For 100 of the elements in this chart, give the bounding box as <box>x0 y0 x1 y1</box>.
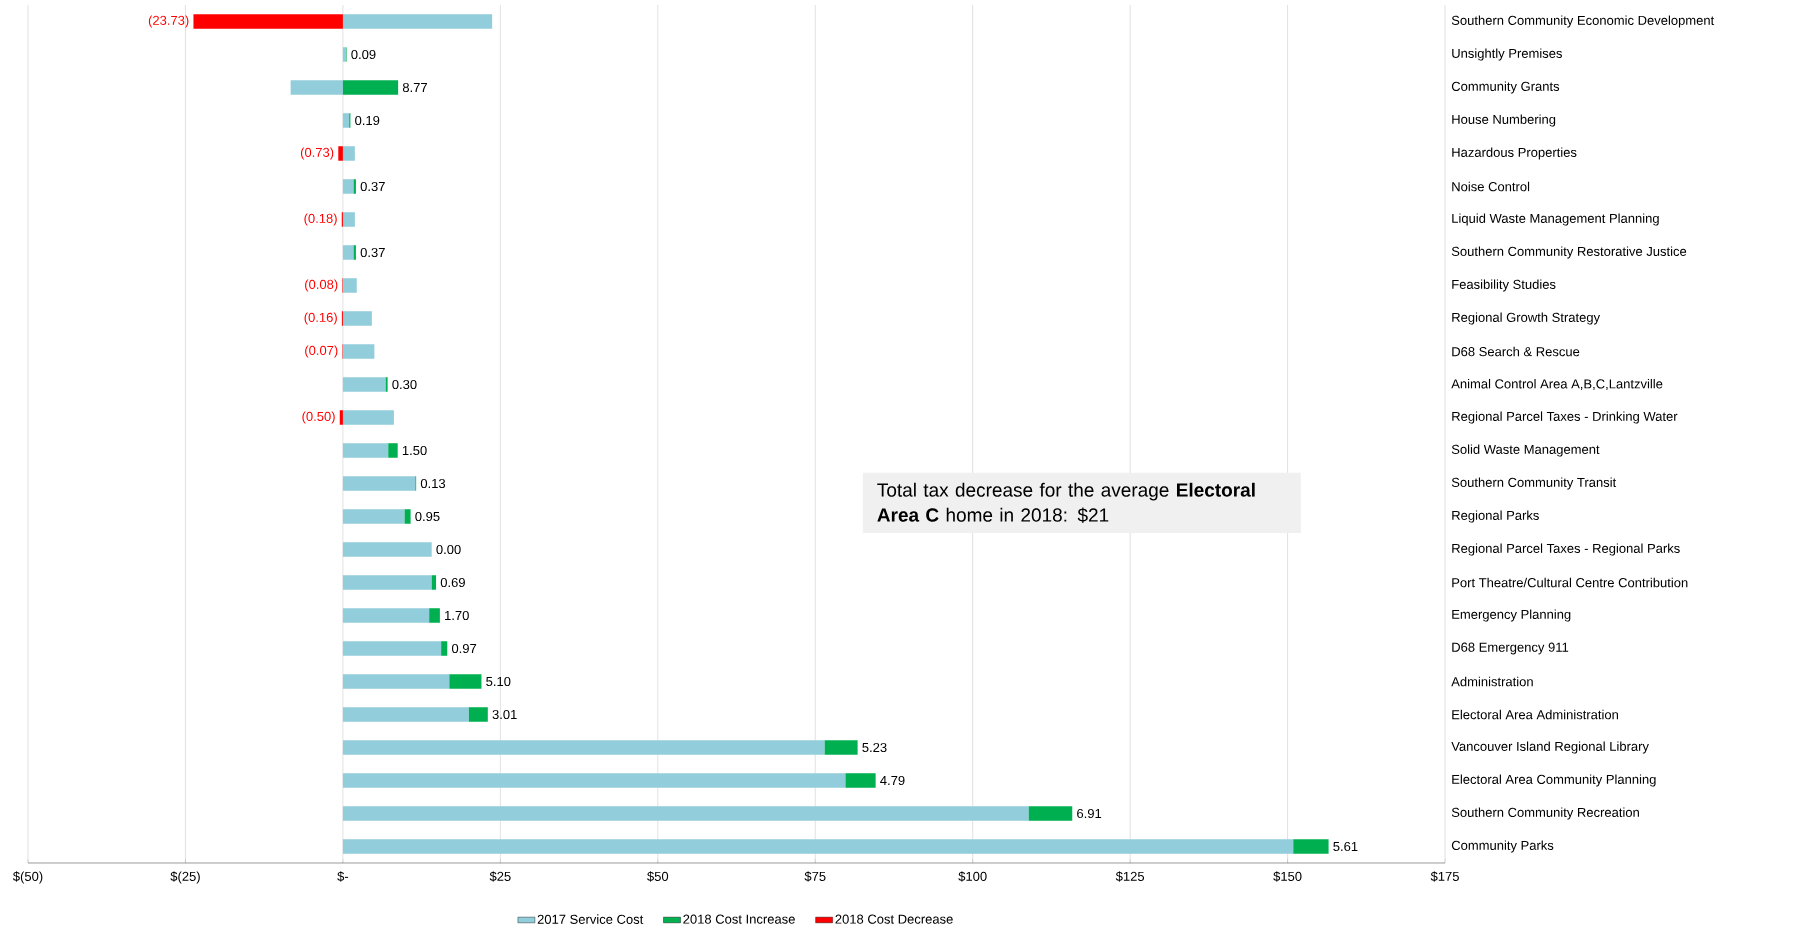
bar <box>342 14 493 29</box>
x-tick-label: $175 <box>1430 871 1459 882</box>
bar <box>342 806 1029 821</box>
data-label: (0.16) <box>304 312 337 325</box>
bar <box>342 179 354 194</box>
data-label: 6.91 <box>1077 808 1102 819</box>
data-label: 1.70 <box>445 610 469 621</box>
data-label: 0.69 <box>440 577 465 588</box>
bar <box>342 575 432 590</box>
legend-label: 2018 Cost Decrease <box>835 914 953 924</box>
x-tick-label: $(25) <box>170 871 200 884</box>
bar <box>290 80 343 95</box>
data-label: 0.09 <box>351 49 376 60</box>
bar <box>449 674 482 689</box>
data-label: 0.30 <box>392 379 417 390</box>
text: Total tax decrease for the average Electoral Area C home in 2018: $21 <box>877 482 1255 523</box>
data-label: 0.13 <box>420 478 446 489</box>
data-label: 1.50 <box>402 445 427 456</box>
y-tick-label: Southern Community Restorative Justice <box>1451 246 1687 259</box>
y-tick-label: Hazardous Properties <box>1452 147 1577 160</box>
data-label: (0.50) <box>302 411 335 424</box>
y-tick-label: Southern Community Transit <box>1451 477 1617 490</box>
bar <box>429 608 440 623</box>
data-label: 3.01 <box>492 709 517 720</box>
data-label: (0.07) <box>305 345 338 358</box>
y-tick-label: Regional Parcel Taxes - Regional Parks <box>1452 543 1680 556</box>
bar <box>338 146 343 161</box>
bar <box>342 47 347 62</box>
y-tick-label: House Numbering <box>1452 114 1556 127</box>
data-label: 5.61 <box>1333 841 1358 852</box>
bar <box>339 410 343 425</box>
bar <box>342 443 389 458</box>
y-tick-label: Animal Control Area A,B,C,Lantzville <box>1451 378 1663 391</box>
data-label: 8.77 <box>402 82 427 93</box>
y-tick-label: Regional Parks <box>1452 510 1539 523</box>
bar <box>342 80 399 95</box>
bar <box>342 410 394 425</box>
bar <box>342 641 442 656</box>
data-label: (0.73) <box>300 147 334 160</box>
y-tick-label: Regional Growth Strategy <box>1452 312 1601 325</box>
bar <box>342 476 416 491</box>
data-label: 5.23 <box>862 742 887 753</box>
bar <box>441 641 448 656</box>
y-tick-label: Port Theatre/Cultural Centre Contribution <box>1452 577 1688 588</box>
y-tick-label: Solid Waste Management <box>1451 444 1600 457</box>
data-label: 0.00 <box>436 544 461 555</box>
y-tick-label: D68 Search & Rescue <box>1452 346 1580 357</box>
bar <box>342 311 372 326</box>
y-tick-label: Southern Community Economic Development <box>1451 15 1715 28</box>
data-label: 0.19 <box>355 115 380 126</box>
bar <box>342 608 430 623</box>
y-tick-label: D68 Emergency 911 <box>1452 642 1569 655</box>
y-tick-label: Feasibility Studies <box>1452 279 1556 292</box>
x-tick-label: $50 <box>647 871 669 882</box>
bar <box>845 773 876 788</box>
x-tick-label: $(50) <box>12 871 43 884</box>
bar <box>342 773 846 788</box>
y-tick-label: Southern Community Recreation <box>1451 807 1639 820</box>
y-tick-label: Electoral Area Community Planning <box>1452 774 1656 787</box>
data-label: 0.95 <box>415 511 440 522</box>
x-tick-label: $125 <box>1115 871 1145 882</box>
bar <box>342 278 357 293</box>
data-label: (0.18) <box>304 213 337 226</box>
x-tick-label: $100 <box>958 871 987 882</box>
bar <box>388 443 398 458</box>
bar <box>342 344 375 359</box>
data-label: 0.37 <box>360 247 385 258</box>
bar <box>342 839 1294 854</box>
data-label: 4.79 <box>880 775 905 786</box>
bar <box>342 542 432 557</box>
y-tick-label: Vancouver Island Regional Library <box>1451 741 1649 754</box>
bar <box>1028 806 1073 821</box>
bar <box>404 509 411 524</box>
x-tick-label: $25 <box>489 871 511 882</box>
y-tick-label: Noise Control <box>1452 181 1530 192</box>
bar <box>342 146 355 161</box>
bar <box>193 14 343 29</box>
y-tick-label: Emergency Planning <box>1452 609 1571 622</box>
y-tick-label: Community Grants <box>1451 81 1560 94</box>
bar <box>342 509 405 524</box>
data-label: (0.08) <box>305 279 338 292</box>
y-tick-label: Regional Parcel Taxes - Drinking Water <box>1452 411 1678 424</box>
data-label: 0.97 <box>451 643 477 654</box>
x-tick-label: $75 <box>804 871 826 882</box>
bar <box>468 707 488 722</box>
legend-label: 2017 Service Cost <box>537 914 644 924</box>
x-tick-label: $150 <box>1273 871 1302 882</box>
bar <box>1293 839 1329 854</box>
y-tick-label: Liquid Waste Management Planning <box>1452 213 1659 226</box>
legend-label: 2018 Cost Increase <box>683 914 795 924</box>
y-tick-label: Community Parks <box>1451 840 1554 853</box>
bar <box>342 245 354 260</box>
bar <box>342 740 825 755</box>
data-label: 0.37 <box>360 181 385 192</box>
bar <box>342 212 355 227</box>
bar <box>431 575 437 590</box>
data-label: (23.73) <box>148 15 189 28</box>
bar <box>824 740 858 755</box>
y-tick-label: Administration <box>1451 676 1533 687</box>
bar <box>342 707 469 722</box>
